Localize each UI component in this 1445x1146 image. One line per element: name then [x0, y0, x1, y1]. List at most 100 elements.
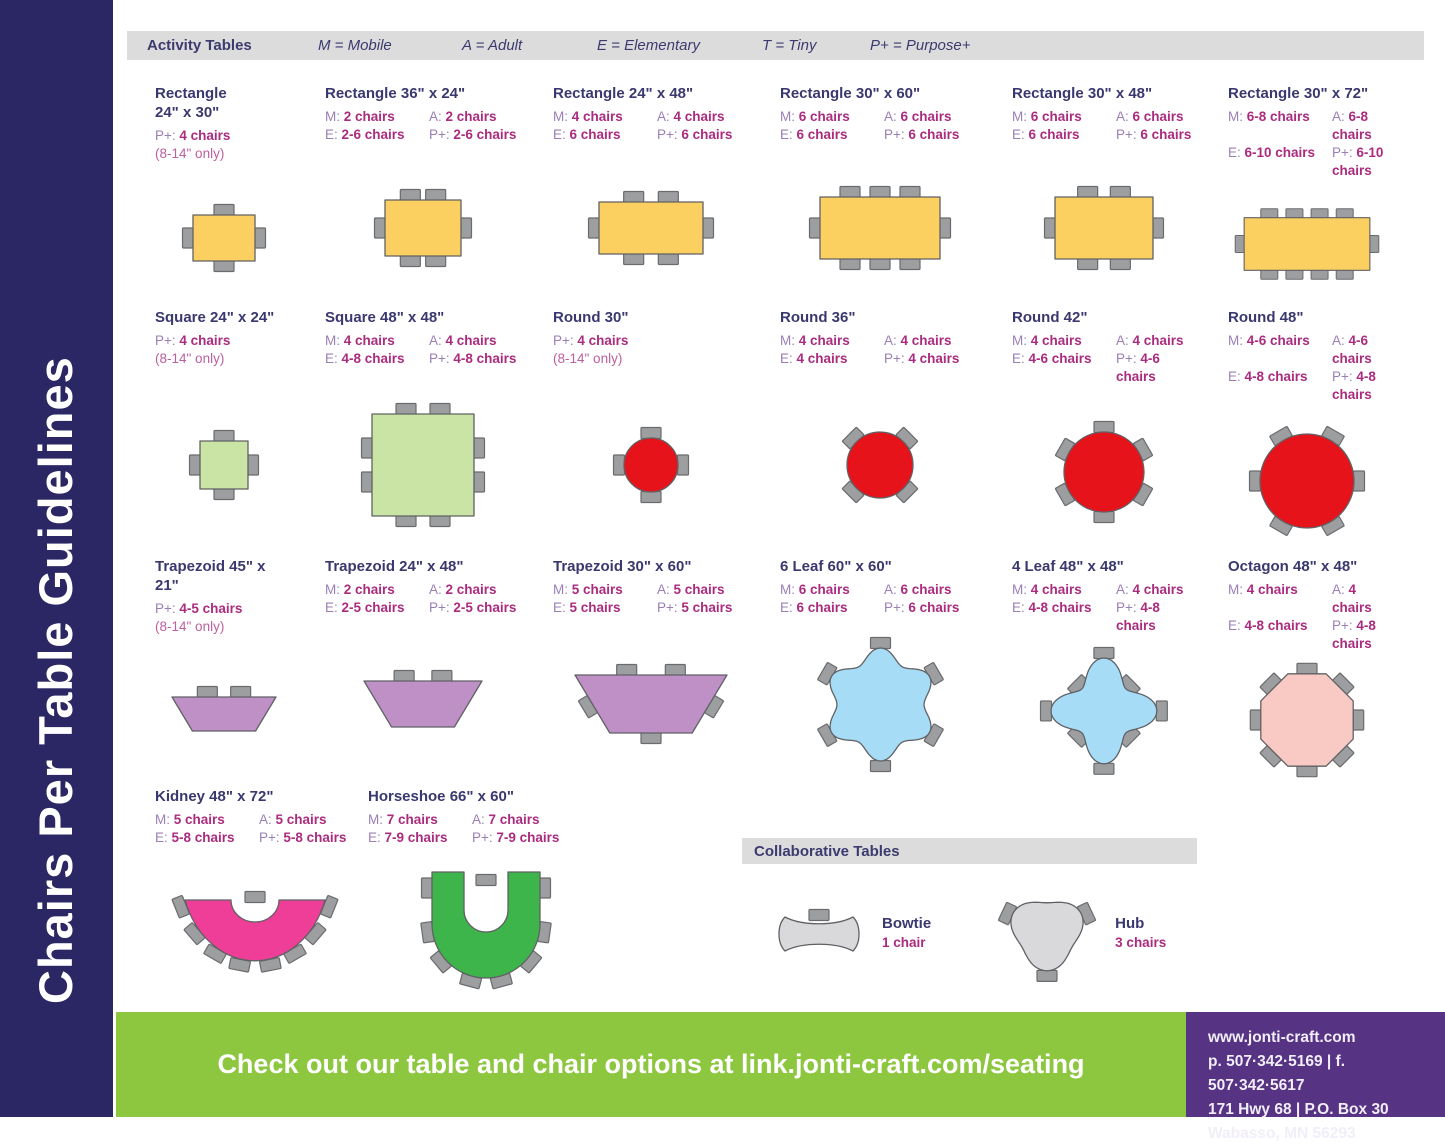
stat-key: E:: [325, 600, 342, 615]
stat-key: A:: [429, 582, 446, 597]
table-name: Round 36": [780, 308, 980, 327]
stat-key: E:: [1012, 127, 1029, 142]
stat-key: A:: [472, 812, 489, 827]
table-diagram: [155, 640, 293, 787]
table-stats: M: 6 chairs A: 6 chairs E: 6 chairs P+: 6 c…: [780, 108, 980, 148]
stat-value: 4-8 chairs: [453, 351, 517, 366]
stat-value: 2-5 chairs: [341, 600, 405, 615]
table-row: Rectangle 24" x 30" P+: 4 chairs (8-14" on…: [155, 84, 1445, 308]
stat-key: P+:: [1116, 351, 1141, 366]
stat-key: P+:: [259, 830, 284, 845]
stat-key: P+:: [429, 600, 454, 615]
table-name-line: Rectangle: [155, 85, 227, 102]
rect-table-shape: [808, 185, 952, 271]
stat-value: 4 chairs: [577, 333, 629, 348]
stat-key: P+:: [1332, 145, 1357, 160]
stat-key: A:: [1116, 582, 1133, 597]
stat-key: M:: [325, 582, 344, 597]
table-diagram: [1228, 180, 1386, 308]
rect-table-shape: [181, 203, 267, 272]
stat-key: A:: [429, 109, 446, 124]
table-diagram: [1228, 653, 1386, 787]
chair-count-stat: P+: 4-5 chairs: [155, 600, 293, 618]
table-stats: M: 4-6 chairs A: 4-6 chairs E: 4-8 chairs P…: [1228, 332, 1386, 404]
chair-count-stat: E: 6 chairs: [780, 126, 884, 144]
stat-key: P+:: [884, 600, 909, 615]
table-card: 4 Leaf 48" x 48" M: 4 chairs A: 4 chairs E…: [1012, 557, 1228, 787]
table-stats: M: 7 chairs A: 7 chairs E: 7-9 chairs P+: 7…: [368, 811, 604, 851]
table-diagram: [1012, 635, 1196, 787]
table-name: Square 24" x 24": [155, 308, 293, 327]
stat-key: M:: [780, 333, 799, 348]
table-diagram: [780, 621, 980, 787]
stat-value: 5 chairs: [571, 582, 623, 597]
chair-count-stat: A: 4 chairs: [1116, 332, 1196, 350]
stat-value: 4-6 chairs: [1332, 333, 1372, 366]
chair-count-stat: A: 7 chairs: [472, 811, 604, 829]
table-diagram: [155, 372, 293, 557]
stat-value: 4-8 chairs: [1244, 369, 1308, 384]
table-name: Trapezoid 30" x 60": [553, 557, 748, 576]
table-stats: M: 2 chairs A: 2 chairs E: 2-5 chairs P+: 2…: [325, 581, 521, 621]
chair-count-stat: E: 2-5 chairs: [325, 599, 429, 617]
collaborative-items: Bowtie 1 chair Hub 3 chairs: [742, 880, 1197, 984]
table-row: Kidney 48" x 72" M: 5 chairs A: 5 chairs E…: [155, 787, 1445, 1010]
table-name-line: Round 42": [1012, 309, 1088, 326]
chair-count-stat: P+: 4 chairs: [553, 332, 748, 350]
table-name-line: 4 Leaf 48" x 48": [1012, 558, 1124, 575]
chair-count-stat: P+: 6-10 chairs: [1332, 144, 1386, 180]
chair-count-stat: M: 4-6 chairs: [1228, 332, 1332, 368]
chair-count-stat: P+: 6 chairs: [884, 126, 980, 144]
stat-key: A:: [884, 333, 901, 348]
table-stats: M: 6 chairs A: 6 chairs E: 6 chairs P+: 6 c…: [1012, 108, 1196, 148]
stat-key: A:: [1116, 109, 1133, 124]
stat-key: A:: [429, 333, 446, 348]
table-diagram: [325, 621, 521, 787]
stat-value: 6-10 chairs: [1332, 145, 1384, 178]
stat-key: M:: [553, 109, 572, 124]
table-name-line: Rectangle 30" x 60": [780, 85, 921, 102]
stat-value: 6 chairs: [900, 582, 952, 597]
stat-key: A:: [1332, 109, 1349, 124]
stat-value: 5-8 chairs: [283, 830, 347, 845]
stat-key: A:: [884, 109, 901, 124]
chair-count-stat: E: 7-9 chairs: [368, 829, 472, 847]
table-name: Rectangle 30" x 72": [1228, 84, 1386, 103]
collab-table-name: Bowtie: [882, 914, 932, 932]
stat-key: A:: [259, 812, 276, 827]
chair-count-stat: M: 4 chairs: [553, 108, 657, 126]
chair-count-stat: E: 6 chairs: [1012, 126, 1116, 144]
stat-key: P+:: [472, 830, 497, 845]
chair-count-stat: P+: 4 chairs: [155, 332, 293, 350]
table-stats: P+: 4 chairs (8-14" only): [553, 332, 748, 372]
table-card: Round 42" M: 4 chairs A: 4 chairs E: 4-6 c…: [1012, 308, 1228, 557]
chair-count-stat: A: 5 chairs: [657, 581, 748, 599]
size-note: (8-14" only): [553, 351, 623, 366]
stat-value: 6 chairs: [908, 127, 960, 142]
table-name: Round 30": [553, 308, 748, 327]
trapezoid-table-shape: [363, 669, 483, 728]
table-stats: M: 4 chairs A: 4 chairs E: 4-8 chairs P+: 4…: [1012, 581, 1196, 635]
collab-table-name: Hub: [1115, 914, 1145, 932]
table-card: Round 36" M: 4 chairs A: 4 chairs E: 4 cha…: [780, 308, 1012, 557]
stat-value: 4 chairs: [343, 333, 395, 348]
table-diagram: [553, 148, 748, 308]
stat-key: P+:: [429, 127, 454, 142]
table-name: Trapezoid 24" x 48": [325, 557, 521, 576]
stat-value: 6 chairs: [569, 127, 621, 142]
chair-count-stat: M: 6 chairs: [780, 581, 884, 599]
table-card: Rectangle 30" x 60" M: 6 chairs A: 6 chai…: [780, 84, 1012, 308]
collab-item-label: Hub 3 chairs: [1115, 915, 1166, 950]
stat-key: M:: [1228, 333, 1247, 348]
collab-item-label: Bowtie 1 chair: [882, 915, 931, 950]
chair-count-stat: A: 4-6 chairs: [1332, 332, 1386, 368]
stat-value: 7 chairs: [488, 812, 540, 827]
trapezoid-table-shape: [171, 685, 277, 732]
stat-value: 4 chairs: [796, 351, 848, 366]
chair-count-stat: M: 7 chairs: [368, 811, 472, 829]
chair-count-stat: A: 6 chairs: [1116, 108, 1196, 126]
table-stats: M: 5 chairs A: 5 chairs E: 5-8 chairs P+: 5…: [155, 811, 354, 851]
stat-value: 6 chairs: [1132, 109, 1184, 124]
stat-value: 4 chairs: [1246, 582, 1298, 597]
chair-count-stat: A: 2 chairs: [429, 581, 521, 599]
